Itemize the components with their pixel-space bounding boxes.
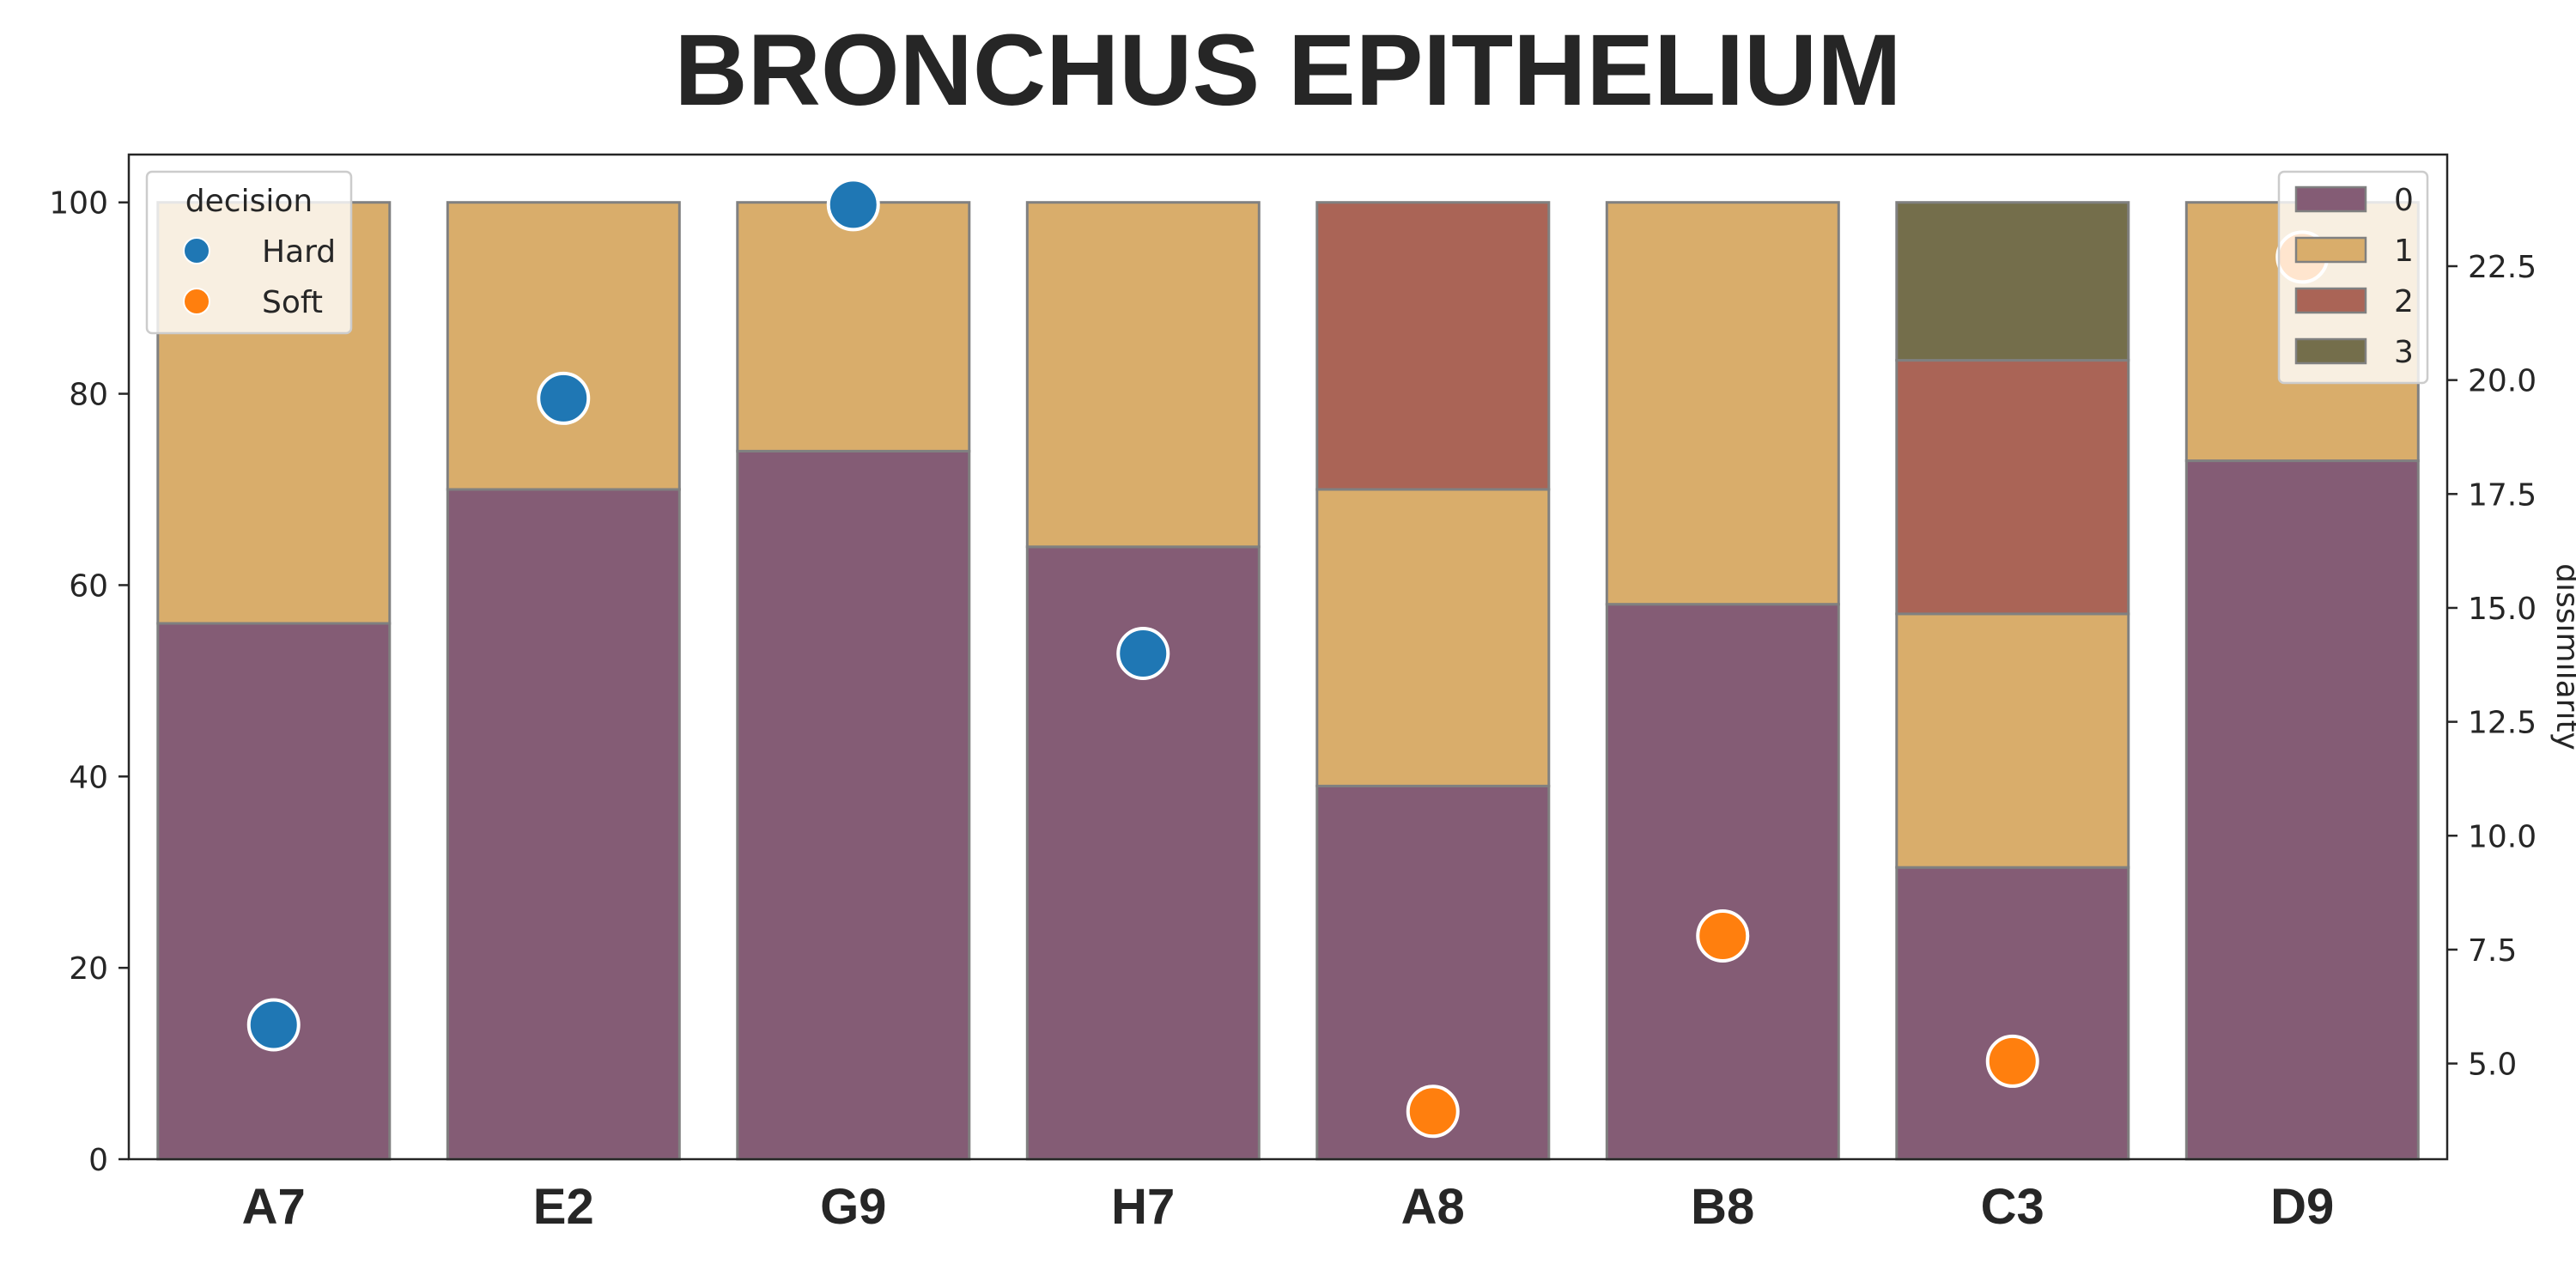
category-label-A7: A7 <box>242 1179 306 1235</box>
category-label-H7: H7 <box>1111 1179 1175 1235</box>
legend-marker-soft <box>183 288 210 315</box>
bar-C3-2 <box>1895 359 2130 616</box>
bar-D9-0 <box>2184 459 2420 1161</box>
left-tick-label: 80 <box>69 378 108 413</box>
legend-marker-hard <box>183 237 210 264</box>
decision-legend-title: decision <box>185 184 313 219</box>
bar-G9-0 <box>736 449 971 1161</box>
right-tick-label: 7.5 <box>2468 933 2517 969</box>
legend-label-soft: Soft <box>262 285 323 320</box>
point-A8 <box>1406 1084 1460 1139</box>
category-label-B8: B8 <box>1691 1179 1754 1235</box>
legend-swatch-0 <box>2294 185 2367 213</box>
left-tick-label: 20 <box>69 951 108 987</box>
point-H7 <box>1116 627 1170 680</box>
legend-label-2: 2 <box>2394 284 2414 319</box>
left-tick-label: 100 <box>49 186 108 222</box>
right-tick-label: 12.5 <box>2468 706 2537 741</box>
left-tick-label: 0 <box>88 1143 108 1178</box>
category-label-A8: A8 <box>1401 1179 1465 1235</box>
bar-B8-1 <box>1605 201 1840 606</box>
point-E2 <box>537 371 591 425</box>
plot-frame <box>127 153 2449 1161</box>
bar-B8-0 <box>1605 603 1840 1161</box>
bar-H7-1 <box>1025 201 1261 549</box>
legend-label-3: 3 <box>2394 335 2414 370</box>
left-axis: 0 20 40 60 80 100 <box>49 186 129 1178</box>
right-tick-label: 20.0 <box>2468 364 2537 399</box>
chart-title: BRONCHUS EPITHELIUM <box>674 14 1901 127</box>
right-tick-label: 15.0 <box>2468 592 2537 627</box>
bar-A8-1 <box>1315 488 1551 787</box>
point-C3 <box>1985 1034 2039 1088</box>
legend-label-0: 0 <box>2394 183 2414 218</box>
left-tick-label: 60 <box>69 568 108 604</box>
category-label-G9: G9 <box>820 1179 886 1235</box>
bar-E2-0 <box>446 488 681 1161</box>
bar-A8-2 <box>1315 201 1551 491</box>
legend-label-1: 1 <box>2394 234 2414 269</box>
category-label-C3: C3 <box>1981 1179 2044 1235</box>
scatter-layer <box>246 178 2330 1139</box>
left-tick-label: 40 <box>69 760 108 795</box>
category-labels: A7 E2 G9 H7 A8 B8 C3 D9 <box>242 1179 2335 1235</box>
decision-legend: decision Hard Soft <box>145 170 353 335</box>
category-label-E2: E2 <box>533 1179 594 1235</box>
bar-A7-0 <box>156 622 392 1161</box>
legend-swatch-3 <box>2294 337 2367 365</box>
stack-legend: 0 1 2 3 <box>2277 170 2429 385</box>
right-axis: 5.0 7.5 10.0 12.5 15.0 17.5 20.0 22.5 dissimilar… <box>2447 250 2576 1083</box>
right-axis-label: dissimilarity <box>2549 563 2576 750</box>
right-tick-label: 17.5 <box>2468 477 2537 513</box>
legend-swatch-1 <box>2294 236 2367 264</box>
right-tick-label: 10.0 <box>2468 819 2537 854</box>
bar-G9-1 <box>736 201 971 453</box>
right-tick-label: 22.5 <box>2468 250 2537 285</box>
legend-swatch-2 <box>2294 287 2367 314</box>
point-A7 <box>246 998 301 1052</box>
category-label-D9: D9 <box>2270 1179 2334 1235</box>
point-G9 <box>826 178 880 232</box>
bar-C3-0 <box>1895 866 2130 1161</box>
right-tick-label: 5.0 <box>2468 1048 2517 1083</box>
legend-label-hard: Hard <box>262 234 336 270</box>
bar-E2-1 <box>446 201 681 491</box>
bar-C3-3 <box>1895 201 2130 362</box>
bars-layer <box>156 201 2420 1161</box>
point-B8 <box>1696 909 1750 963</box>
bar-C3-1 <box>1895 612 2130 869</box>
stack-legend-box <box>2277 170 2429 385</box>
